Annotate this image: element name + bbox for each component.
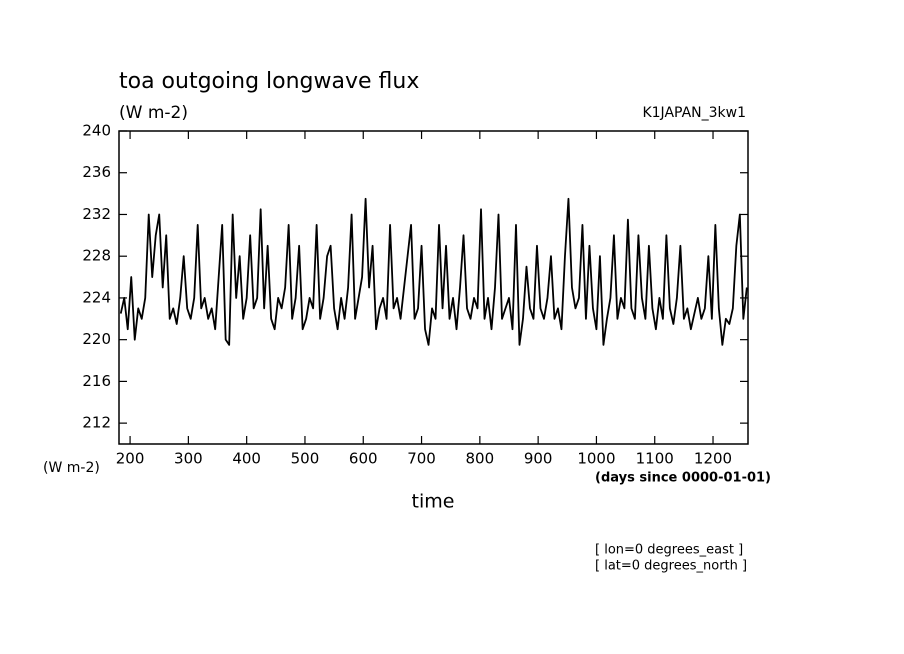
y-tick-label: 232 [82, 205, 111, 223]
note: [ lon=0 degrees_east ] [595, 543, 743, 558]
x-tick-label: 300 [174, 450, 203, 468]
note: [ lat=0 degrees_north ] [595, 559, 747, 574]
x-axis-label: time [412, 491, 455, 513]
x-tick-label: 1100 [636, 450, 674, 468]
y-tick-label: 236 [82, 163, 111, 181]
y-units-lower: (W m-2) [43, 460, 100, 476]
x-tick-label: 1000 [577, 450, 615, 468]
y-tick-label: 228 [82, 247, 111, 265]
y-tick-label: 240 [82, 122, 111, 140]
x-tick-label: 700 [407, 450, 436, 468]
y-units: (W m-2) [119, 103, 188, 123]
x-tick-label: 400 [232, 450, 261, 468]
x-tick-label: 200 [116, 450, 145, 468]
x-tick-label: 800 [466, 450, 495, 468]
plot-frame [118, 130, 749, 445]
dataset-label: K1JAPAN_3kw1 [642, 105, 746, 121]
x-tick-label: 900 [524, 450, 553, 468]
y-tick-label: 224 [82, 288, 111, 306]
x-tick-label: 500 [291, 450, 320, 468]
x-tick-label: 1200 [694, 450, 732, 468]
data-line [119, 197, 748, 346]
chart-title: toa outgoing longwave flux [119, 69, 419, 94]
y-tick-label: 212 [82, 414, 111, 432]
x-units: (days since 0000-01-01) [595, 471, 771, 486]
y-tick-label: 220 [82, 330, 111, 348]
x-tick-label: 600 [349, 450, 378, 468]
y-tick-label: 216 [82, 372, 111, 390]
